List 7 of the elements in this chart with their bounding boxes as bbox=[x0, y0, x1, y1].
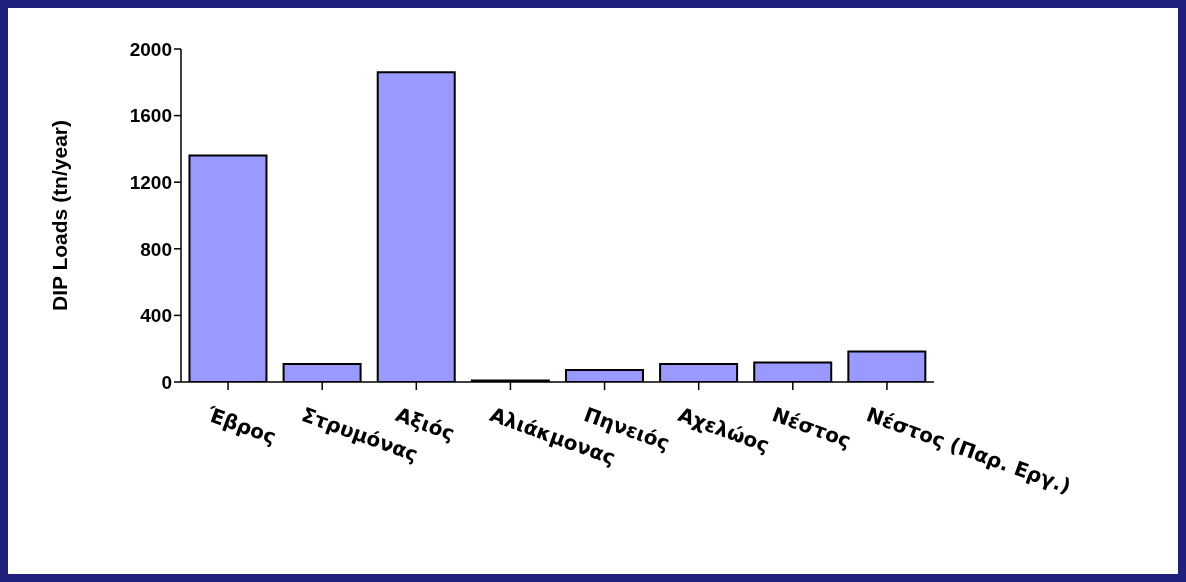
y-tick-label: 0 bbox=[161, 371, 172, 393]
y-tick-label: 800 bbox=[140, 238, 172, 260]
y-tick-label: 1200 bbox=[129, 171, 172, 193]
y-tick-label: 400 bbox=[140, 305, 172, 327]
y-axis-title: DIP Loads (tn/year) bbox=[48, 120, 72, 311]
y-tick-label: 2000 bbox=[129, 38, 172, 60]
y-tick-label: 1600 bbox=[129, 105, 172, 127]
